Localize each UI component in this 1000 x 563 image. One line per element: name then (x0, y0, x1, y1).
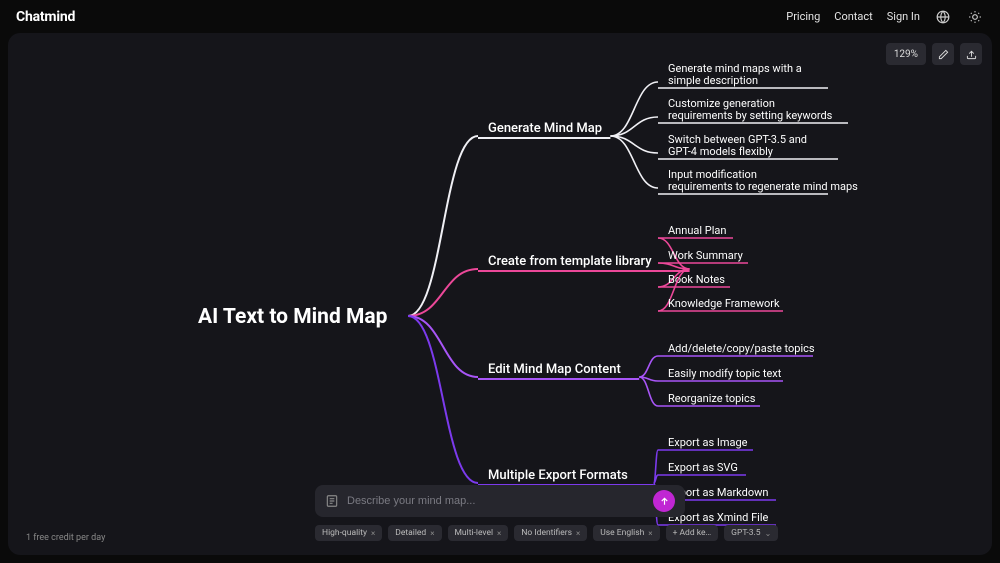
nav-contact[interactable]: Contact (834, 10, 872, 23)
chip-high-quality[interactable]: High-quality× (315, 525, 382, 541)
chip-model-select[interactable]: GPT-3.5⌄ (724, 525, 778, 541)
branch-node[interactable]: Create from template library (488, 254, 652, 269)
leaf-connector (610, 82, 658, 136)
branch-node[interactable]: Edit Mind Map Content (488, 362, 621, 377)
branch-connector (408, 136, 478, 316)
chevron-down-icon: ⌄ (765, 529, 772, 538)
branch-connector (408, 316, 478, 377)
chip-use-english[interactable]: Use English× (593, 525, 659, 541)
language-icon[interactable] (934, 8, 952, 26)
canvas: 129% AI Text to Mind MapGenerate Mind Ma… (8, 33, 992, 555)
branch-node[interactable]: Multiple Export Formats (488, 468, 628, 483)
nav-pricing[interactable]: Pricing (786, 10, 820, 23)
theme-icon[interactable] (966, 8, 984, 26)
prompt-input[interactable] (347, 495, 645, 507)
chip-multi-level[interactable]: Multi-level× (448, 525, 509, 541)
top-bar: Chatmind Pricing Contact Sign In (0, 0, 1000, 33)
leaf-node-line2[interactable]: requirements to regenerate mind maps (668, 180, 858, 193)
prompt-bar: High-quality× Detailed× Multi-level× No … (315, 485, 685, 541)
leaf-node[interactable]: Reorganize topics (668, 392, 756, 405)
chip-no-identifiers[interactable]: No Identifiers× (514, 525, 587, 541)
send-button[interactable] (653, 490, 675, 512)
prompt-chips: High-quality× Detailed× Multi-level× No … (315, 525, 685, 541)
root-node[interactable]: AI Text to Mind Map (198, 305, 388, 329)
leaf-node[interactable]: Add/delete/copy/paste topics (668, 342, 815, 355)
leaf-node[interactable]: Knowledge Framework (668, 297, 780, 310)
leaf-node-line2[interactable]: requirements by setting keywords (668, 109, 833, 122)
credit-note: 1 free credit per day (26, 533, 105, 543)
logo: Chatmind (16, 9, 75, 25)
mindmap-svg: AI Text to Mind MapGenerate Mind MapGene… (8, 33, 992, 555)
leaf-connector (658, 263, 690, 269)
prompt-input-row (315, 485, 685, 517)
chip-add-keyword[interactable]: + Add ke… (666, 525, 719, 541)
leaf-node[interactable]: Work Summary (668, 249, 744, 262)
leaf-node[interactable]: Annual Plan (668, 224, 726, 237)
leaf-connector (610, 117, 658, 136)
leaf-node[interactable]: Export as SVG (668, 461, 738, 474)
document-icon (325, 494, 339, 508)
leaf-node-line2[interactable]: GPT-4 models flexibly (668, 145, 774, 158)
top-nav: Pricing Contact Sign In (786, 8, 984, 26)
leaf-node[interactable]: Export as Image (668, 436, 748, 449)
nav-signin[interactable]: Sign In (887, 10, 920, 23)
branch-node[interactable]: Generate Mind Map (488, 121, 602, 136)
chip-detailed[interactable]: Detailed× (388, 525, 441, 541)
leaf-node-line2[interactable]: simple description (668, 74, 758, 87)
leaf-node[interactable]: Easily modify topic text (668, 367, 782, 380)
leaf-connector (639, 356, 658, 377)
branch-connector (408, 316, 478, 483)
